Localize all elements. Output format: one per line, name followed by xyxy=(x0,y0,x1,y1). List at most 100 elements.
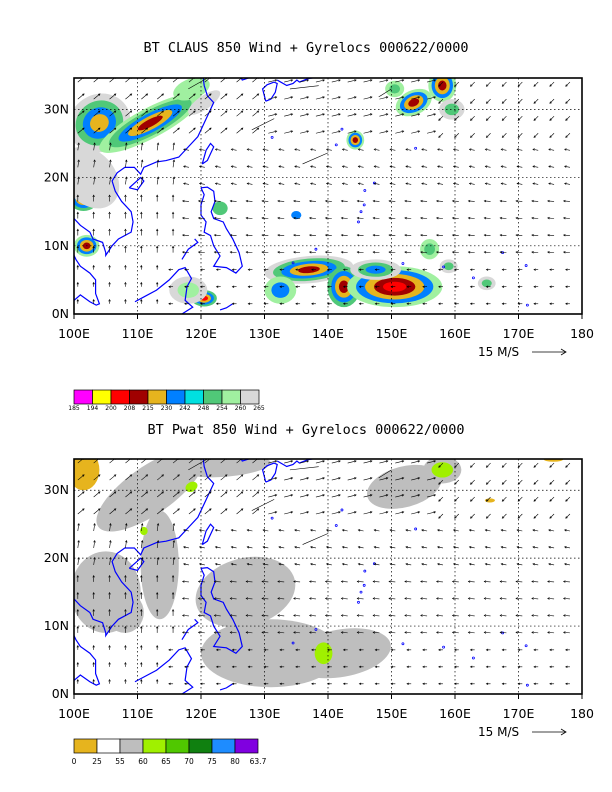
map2-wind-head-149 xyxy=(230,529,234,532)
map1-wind-vector-390 xyxy=(502,98,507,104)
map2-wind-head-113 xyxy=(199,665,203,669)
map1-wind-vector-249 xyxy=(347,113,357,117)
map1-wind-head-15 xyxy=(92,281,95,285)
map2-wind-vector-35 xyxy=(109,557,111,565)
map1-coastline-14 xyxy=(108,313,110,314)
map2-wind-vector-445 xyxy=(565,496,571,502)
map1-wind-head-248 xyxy=(354,130,357,133)
map1-wind-vector-148 xyxy=(231,166,237,168)
map1-wind-head-50 xyxy=(125,159,128,162)
map2-wind-vector-237 xyxy=(331,460,341,464)
map1-wind-vector-272 xyxy=(373,200,380,202)
map1-wind-vector-161 xyxy=(247,183,253,185)
map2-wind-vector-415 xyxy=(532,529,539,532)
map1-wind-head-387 xyxy=(500,148,504,151)
map1-colorbar-label-6: 242 xyxy=(179,405,191,412)
map1-wind-vector-175 xyxy=(263,183,269,185)
map1-island-4 xyxy=(357,220,360,224)
map2-wind-vector-190 xyxy=(278,546,285,549)
map2-wind-head-66 xyxy=(145,508,149,511)
map2-wind-vector-151 xyxy=(236,491,244,498)
map2-wind-vector-348 xyxy=(454,479,460,485)
map1-wind-head-269 xyxy=(372,251,376,254)
map1-wind-head-204 xyxy=(294,165,297,168)
map1-wind-head-366 xyxy=(485,268,489,271)
map1-wind-head-264 xyxy=(369,96,373,99)
map1-wind-head-275 xyxy=(373,148,377,151)
map1-wind-vector-83 xyxy=(156,78,163,83)
map1-wind-head-73 xyxy=(155,245,159,249)
map2-wind-head-56 xyxy=(140,678,143,682)
map1-lon-label-1: 110E xyxy=(122,326,154,341)
map1-wind-head-283 xyxy=(388,251,391,254)
map2-wind-head-441 xyxy=(564,563,567,566)
map2-wind-head-59 xyxy=(140,625,143,629)
map1-wind-vector-144 xyxy=(230,234,237,236)
map1-shade-18-1 xyxy=(271,282,290,298)
map1-wind-head-422 xyxy=(549,268,552,271)
map1-wind-vector-442 xyxy=(564,166,570,168)
map2-wind-head-180 xyxy=(274,477,278,480)
map2-wind-vector-96 xyxy=(172,474,180,481)
map2-wind-head-142 xyxy=(231,648,235,652)
map1-wind-head-189 xyxy=(278,182,281,185)
map2-wind-head-243 xyxy=(340,597,344,600)
map1-wind-vector-137 xyxy=(220,110,228,117)
map2-colorbar-label-5: 70 xyxy=(184,757,194,766)
map2-wind-vector-21 xyxy=(93,557,96,565)
map2-wind-vector-402 xyxy=(517,513,523,519)
map1-wind-vector-370 xyxy=(484,200,491,202)
map2-wind-vector-191 xyxy=(278,529,285,532)
map1-wind-head-193 xyxy=(290,113,294,116)
map2-colorbar-swatch-6 xyxy=(211,738,236,754)
map2-wind-vector-247 xyxy=(342,529,348,532)
map1-wind-head-82 xyxy=(161,93,164,96)
map2-wind-vector-292 xyxy=(395,477,404,481)
map2-wind-head-94 xyxy=(177,508,180,511)
map2-shade-0-0 xyxy=(74,459,100,491)
map2-wind-head-1 xyxy=(76,662,80,665)
map2-wind-vector-311 xyxy=(420,632,428,634)
map2-wind-vector-244 xyxy=(341,581,348,583)
map2-wind-head-217 xyxy=(310,563,313,566)
map1-wind-vector-307 xyxy=(411,79,420,83)
map1-colorbar-label-4: 215 xyxy=(142,405,154,412)
map1-jet-vector-3 xyxy=(378,88,392,98)
map1-wind-vector-439 xyxy=(563,217,570,219)
map1-wind-vector-199 xyxy=(293,251,301,253)
map1-wind-head-171 xyxy=(261,251,264,254)
map2-wind-head-37 xyxy=(109,523,112,526)
map2-wind-head-413 xyxy=(532,563,535,566)
map2-coastline-7 xyxy=(219,683,234,691)
map1-wind-vector-174 xyxy=(261,200,269,202)
map2-wind-head-108 xyxy=(193,508,196,511)
map1-wind-head-93 xyxy=(172,142,176,145)
map1-wind-head-243 xyxy=(340,216,344,220)
map1-wind-vector-262 xyxy=(363,130,373,134)
map1-wind-head-398 xyxy=(515,199,518,203)
map1-wind-head-197 xyxy=(295,285,298,288)
map1-island-14 xyxy=(340,127,344,131)
map2-wind-head-323 xyxy=(438,665,441,669)
map1-wind-vector-109 xyxy=(188,110,196,117)
map1-wind-head-120 xyxy=(198,165,202,168)
map1-wind-head-242 xyxy=(340,233,344,237)
map1-shade-22-0 xyxy=(291,211,302,220)
map1-wind-head-115 xyxy=(197,251,201,254)
map2-wind-head-181 xyxy=(274,460,278,463)
map1-wind-head-370 xyxy=(483,199,487,203)
map2-wind-vector-371 xyxy=(485,563,491,566)
map2-wind-head-385 xyxy=(500,563,504,566)
map1-wind-head-66 xyxy=(145,127,149,130)
map2-wind-head-228 xyxy=(324,614,328,617)
map2-wind-head-244 xyxy=(340,580,344,583)
map2-wind-vector-207 xyxy=(299,494,309,498)
map1-wind-head-68 xyxy=(145,93,149,96)
map2-wind-head-5 xyxy=(76,591,80,595)
map1-wind-head-400 xyxy=(516,165,520,168)
map2-wind-head-393 xyxy=(517,665,521,669)
map2-wind-head-367 xyxy=(483,631,487,634)
map2-wind-head-105 xyxy=(183,563,186,566)
map2-wind-head-263 xyxy=(369,494,373,497)
map2-wind-vector-150 xyxy=(236,508,244,515)
